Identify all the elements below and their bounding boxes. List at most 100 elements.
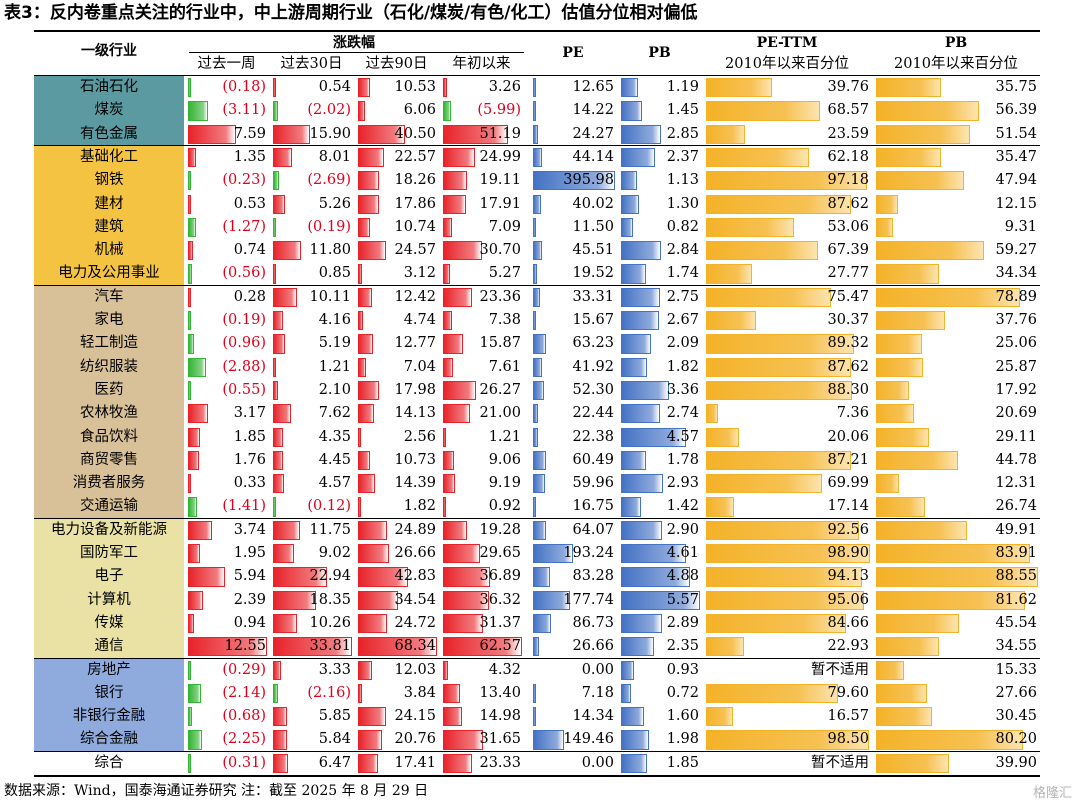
d90-value: 24.72 (394, 614, 436, 631)
d90-value: 17.98 (394, 381, 436, 398)
ytd-bar (443, 683, 460, 704)
w1-value: 5.94 (233, 568, 266, 585)
d30-bar (273, 613, 297, 634)
pe_pct-value: 89.32 (827, 335, 869, 352)
pe_pct-value: 67.39 (827, 242, 869, 259)
d30-bar (273, 544, 295, 564)
pb_pct-bar (876, 637, 940, 657)
d30-bar (273, 78, 276, 98)
pe-bar (533, 147, 543, 168)
pb_pct-bar (876, 194, 899, 214)
d30-bar (273, 404, 291, 424)
d90-bar (358, 544, 389, 564)
pe_pct-value: 30.37 (827, 312, 869, 328)
pb-bar (621, 474, 663, 494)
industry-name: 有色金属 (80, 125, 138, 142)
industry-cell-bg (34, 309, 184, 333)
pe-value: 193.24 (563, 545, 614, 561)
pe-bar (533, 78, 536, 98)
pb_pct-value: 25.06 (995, 335, 1037, 352)
pb-bar (621, 101, 642, 121)
industry-name: 电子 (94, 568, 124, 585)
d90-value: 14.13 (394, 405, 436, 422)
pb-bar (621, 753, 648, 773)
d30-value: 22.94 (309, 568, 351, 585)
d30-value: (2.69) (307, 172, 351, 189)
pe-value: 395.98 (563, 172, 614, 189)
d90-value: 12.77 (394, 335, 436, 352)
pb_pct-value: 17.92 (995, 381, 1037, 398)
pb-value: 2.35 (666, 638, 699, 655)
pb-bar (621, 287, 660, 307)
d90-value: 4.74 (403, 312, 436, 328)
pb_pct-bar (876, 171, 964, 191)
pb_pct-value: 45.54 (995, 614, 1037, 631)
ytd-value: 31.65 (479, 731, 521, 748)
pe-value: 149.46 (563, 731, 614, 748)
d30-value: 7.62 (318, 405, 351, 422)
d90-bar (358, 124, 405, 144)
w1-value: 2.39 (233, 591, 266, 608)
pb-value: 2.84 (666, 242, 699, 259)
w1-value: (0.68) (222, 708, 266, 725)
d90-bar (358, 660, 372, 680)
industry-cell-bg (34, 332, 184, 357)
pb_pct-value: 81.62 (995, 591, 1037, 608)
ytd-bar (443, 474, 455, 494)
industry-name: 食品饮料 (80, 428, 138, 445)
pe-bar (533, 730, 564, 750)
ytd-bar (443, 78, 448, 98)
group-divider (34, 285, 1040, 287)
industry-name: 房地产 (87, 661, 131, 678)
pe_pct-value: 79.60 (827, 684, 869, 701)
w1-bar (188, 124, 236, 144)
d90-value: 10.53 (394, 79, 436, 95)
pe_pct-value: 16.57 (827, 708, 869, 725)
pb_pct-value: 47.94 (995, 172, 1037, 189)
w1-value: 1.35 (233, 148, 266, 165)
industry-name: 纺织服装 (80, 358, 138, 375)
w1-bar (188, 404, 208, 424)
pe_pct-value: 84.66 (827, 614, 869, 631)
industry-cell-bg (34, 588, 184, 613)
d90-bar (358, 357, 367, 377)
d30-bar (273, 450, 284, 471)
d90-bar (358, 194, 379, 214)
header-pb: PB (648, 45, 671, 61)
w1-value: (0.55) (222, 381, 266, 398)
pe_pct-bar (706, 404, 719, 424)
w1-value: 0.94 (233, 614, 266, 631)
pe-bar (533, 287, 540, 307)
d30-value: 15.90 (309, 125, 351, 142)
ytd-value: 21.00 (479, 405, 521, 422)
pb_pct-value: 39.90 (995, 754, 1037, 771)
d30-value: (0.19) (307, 218, 351, 235)
pe-bar (533, 334, 547, 354)
pe_pct-bar (706, 217, 794, 238)
pb-bar (621, 357, 647, 377)
pb-value: 1.45 (666, 102, 699, 119)
industry-name: 机械 (94, 242, 124, 259)
pe-value: 45.51 (572, 242, 614, 259)
d90-value: 6.06 (403, 102, 436, 119)
d30-value: 8.01 (318, 148, 351, 165)
d30-value: 5.84 (318, 731, 351, 748)
ytd-bar (443, 613, 483, 634)
pb-value: 2.37 (666, 148, 699, 165)
ytd-value: 19.28 (479, 521, 521, 538)
pe-bar (533, 101, 536, 121)
pb_pct-bar (876, 357, 924, 377)
d90-bar (358, 287, 373, 307)
ytd-value: 7.61 (488, 358, 521, 375)
d30-bar (273, 567, 327, 587)
pb_pct-bar (876, 380, 909, 401)
w1-bar (188, 613, 194, 634)
pb-bar (621, 660, 635, 680)
ytd-value: 5.27 (488, 265, 521, 282)
pe-value: 44.14 (572, 148, 614, 165)
pb-bar (621, 311, 659, 331)
industry-name: 医药 (94, 381, 124, 398)
watermark: 格隆汇 (1032, 786, 1072, 801)
pe_pct-value: 95.06 (827, 591, 869, 608)
pe_pct-value: 暂不适用 (811, 661, 869, 678)
